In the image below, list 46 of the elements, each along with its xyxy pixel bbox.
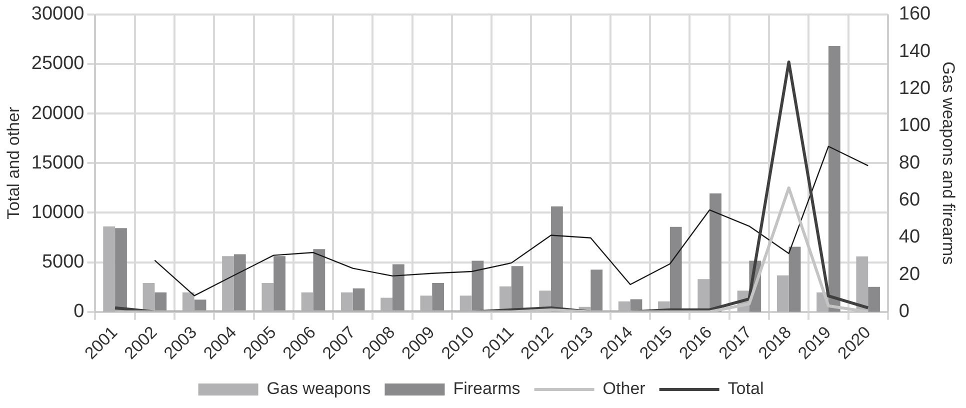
y-tick-label: 25000 [31, 53, 84, 74]
bar [868, 286, 880, 312]
bar [432, 283, 444, 312]
y-tick-label: 0 [74, 301, 84, 322]
bar [352, 288, 365, 312]
y2-tick-label: 100 [898, 115, 931, 136]
bar [274, 256, 286, 312]
bar [380, 298, 392, 312]
bar [420, 296, 432, 312]
bar [590, 270, 603, 312]
bar [472, 260, 484, 312]
bar [340, 292, 353, 312]
bar [154, 292, 167, 312]
bar [182, 292, 194, 312]
y2-tick-label: 80 [898, 152, 920, 174]
y2-tick-label: 20 [898, 264, 920, 285]
y2-axis-title: Gas weapons and firearms [939, 62, 958, 265]
y2-tick-label: 120 [898, 78, 931, 99]
y2-tick-label: 0 [898, 301, 910, 322]
bar [103, 226, 116, 312]
bar [828, 46, 840, 312]
y2-tick-label: 40 [898, 226, 920, 248]
bar [262, 283, 274, 312]
bar [788, 246, 801, 312]
bar [460, 296, 472, 312]
bar [710, 193, 722, 312]
legend-label: Other [602, 379, 646, 398]
bar [234, 254, 246, 312]
legend-label: Total [728, 379, 764, 398]
bar [142, 283, 155, 312]
bar [222, 256, 234, 312]
bar [392, 264, 404, 312]
bar [313, 249, 326, 312]
y2-tick-label: 60 [898, 190, 920, 211]
y2-tick-label: 140 [898, 40, 931, 62]
y-tick-label: 5000 [42, 251, 84, 272]
y2-tick-label: 160 [898, 4, 931, 25]
y-tick-label: 20000 [31, 102, 84, 124]
y-tick-label: 10000 [31, 202, 84, 223]
y-tick-label: 15000 [31, 152, 84, 174]
legend-label: Firearms [453, 379, 520, 398]
legend-label: Gas weapons [266, 379, 371, 398]
bar [776, 275, 789, 312]
y-tick-label: 30000 [31, 4, 84, 25]
bar [115, 228, 127, 312]
y-axis-title: Total and other [4, 106, 23, 220]
